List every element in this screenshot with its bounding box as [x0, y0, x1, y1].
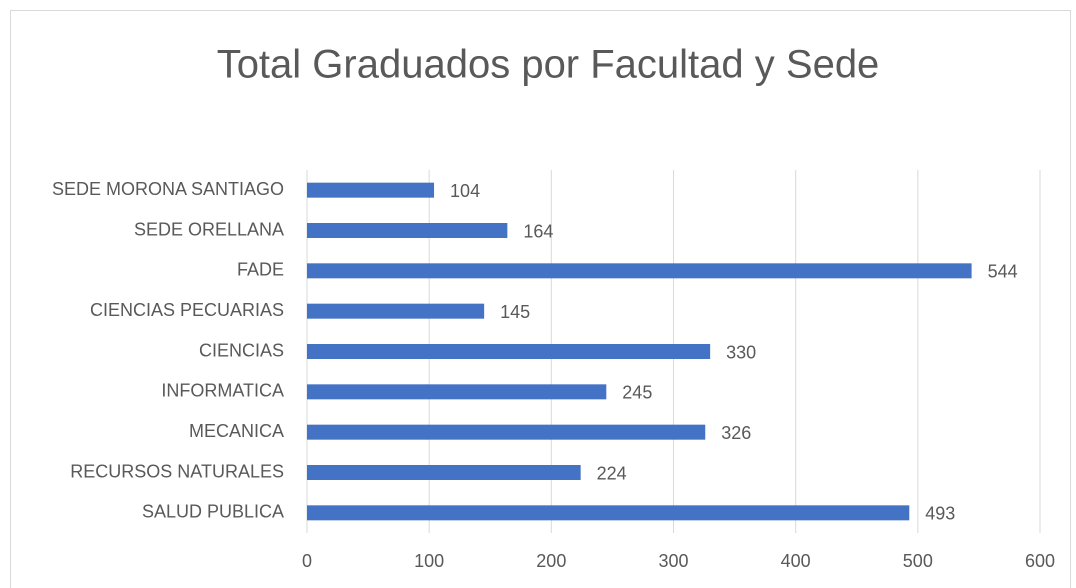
y-tick-label: SEDE ORELLANA — [134, 219, 284, 239]
y-tick-label: CIENCIAS — [199, 340, 284, 360]
value-label: 104 — [450, 181, 480, 201]
bar — [307, 384, 607, 400]
x-tick-label: 500 — [903, 551, 933, 571]
value-label: 145 — [500, 302, 530, 322]
y-tick-label: SALUD PUBLICA — [142, 502, 284, 522]
value-label: 330 — [726, 342, 756, 362]
y-tick-label: FADE — [237, 260, 284, 280]
bar — [307, 465, 581, 480]
y-tick-label: CIENCIAS PECUARIAS — [90, 300, 284, 320]
bar — [307, 424, 706, 440]
bar — [307, 182, 435, 198]
y-tick-label: SEDE MORONA SANTIAGO — [52, 179, 284, 199]
bar — [307, 263, 972, 279]
chart-border — [10, 10, 1071, 588]
value-label: 224 — [597, 463, 627, 483]
bar — [307, 505, 910, 521]
x-tick-label: 100 — [414, 551, 444, 571]
x-tick-label: 200 — [536, 551, 566, 571]
bar — [307, 344, 711, 359]
chart-title: Total Graduados por Facultad y Sede — [217, 43, 880, 87]
y-tick-label: MECANICA — [189, 421, 284, 441]
bar — [307, 303, 485, 319]
x-tick-label: 300 — [658, 551, 688, 571]
value-label: 326 — [721, 423, 751, 443]
x-tick-label: 0 — [302, 551, 312, 571]
bar — [307, 223, 508, 238]
value-label: 164 — [523, 221, 553, 241]
value-label: 493 — [925, 504, 955, 524]
y-tick-label: INFORMATICA — [161, 381, 284, 401]
value-label: 245 — [622, 383, 652, 403]
value-label: 544 — [988, 262, 1018, 282]
x-tick-label: 600 — [1025, 551, 1055, 571]
y-tick-label: RECURSOS NATURALES — [70, 461, 284, 481]
x-tick-label: 400 — [781, 551, 811, 571]
